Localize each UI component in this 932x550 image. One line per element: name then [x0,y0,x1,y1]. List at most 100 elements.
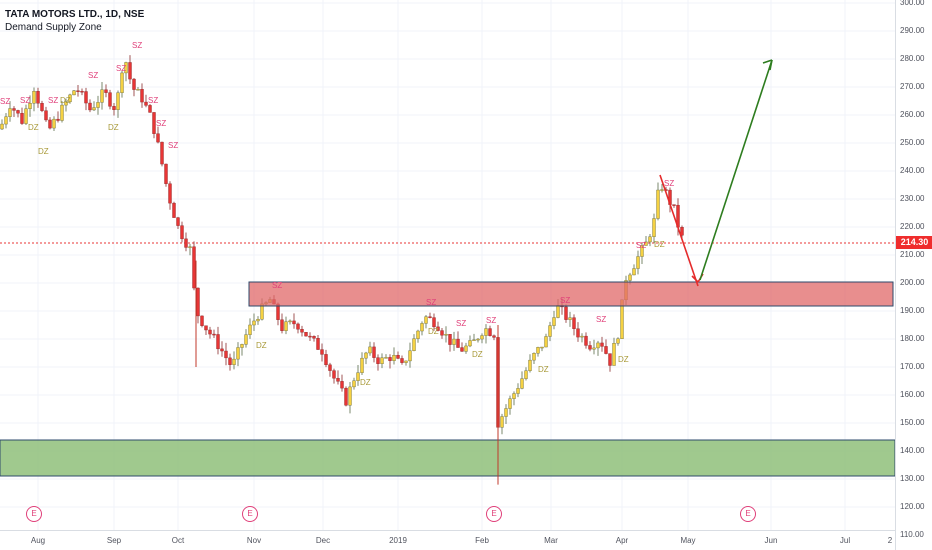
candle [32,91,36,104]
candle [56,118,60,121]
supply-zone-label: SZ [20,96,30,105]
candle [572,317,576,329]
candle [304,331,308,337]
price-tick: 230.00 [900,194,925,203]
candle [16,110,20,114]
candle [680,227,684,236]
candle [652,218,656,237]
candle [532,353,536,361]
candle [512,393,516,399]
time-tick: May [680,536,696,545]
indicator-name[interactable]: Demand Supply Zone [5,22,102,33]
candle [180,225,184,240]
candle [448,334,452,345]
candle [4,116,8,125]
candle [108,92,112,107]
candle [280,319,284,331]
price-tick: 120.00 [900,502,925,511]
candle [312,336,316,339]
candle [504,408,508,417]
supply-zone-label: SZ [48,96,58,105]
time-tick: Apr [615,536,629,545]
earnings-badge-icon[interactable]: E [740,506,756,522]
supply-zone-label: SZ [116,64,126,73]
supply-zone-label: SZ [272,281,282,290]
candle [472,339,476,341]
demand-zone-label: DZ [38,147,49,156]
candle [120,72,124,93]
candle [520,378,524,389]
candle [228,357,232,365]
candle [104,89,108,93]
candle [288,320,292,323]
candle [80,90,84,93]
supply-zone-label: SZ [456,319,466,328]
candle [488,328,492,336]
price-axis[interactable]: 300.00 290.00 280.00 270.00 260.00 250.00 240.… [895,0,932,550]
candle [348,386,352,406]
candle [540,346,544,349]
candle [376,357,380,364]
time-tick: Dec [315,536,331,545]
candle [232,358,236,365]
earnings-badge-icon[interactable]: E [26,506,42,522]
demand-zone-label: DZ [428,327,439,336]
candle [196,287,200,317]
candle [396,354,400,359]
candle [160,141,164,165]
projection-down-line [659,174,699,287]
candle [548,325,552,337]
candle [52,118,56,129]
candle [132,78,136,90]
earnings-badge-icon[interactable]: E [242,506,258,522]
candle [364,352,368,359]
price-tick: 160.00 [900,390,925,399]
candle [192,246,196,289]
candle [44,110,48,121]
demand-zone-label: DZ [108,123,119,132]
time-tick: Feb [475,536,489,545]
candle [468,340,472,347]
price-tick: 300.00 [900,0,925,7]
time-tick: Mar [544,536,558,545]
candle [296,323,300,330]
candle [436,326,440,331]
candle [144,101,148,106]
candle [596,342,600,349]
candle [672,204,676,206]
candle [124,62,128,74]
candle [48,119,52,129]
candle [388,357,392,361]
candle [128,62,132,80]
time-axis[interactable]: Aug Sep Oct Nov Dec 2019 Feb Mar Apr May Jun Jul 2 [0,530,895,550]
candle [328,364,332,371]
candle [564,306,568,320]
demand-zone-label: DZ [360,378,371,387]
candle [72,90,76,96]
time-tick: Aug [30,536,46,545]
time-tick: Jul [839,536,851,545]
price-tick: 210.00 [900,250,925,259]
projection-down-arrowhead [691,275,699,283]
time-tick: Jun [764,536,778,545]
candle [604,346,608,354]
price-tick: 140.00 [900,446,925,455]
candle [140,89,144,103]
candle [556,305,560,318]
price-tick: 180.00 [900,334,925,343]
candle [352,380,356,388]
candle [360,357,364,373]
price-tick: 220.00 [900,222,925,231]
candle [308,335,312,338]
supply-zone-label: SZ [486,316,496,325]
candle [636,256,640,269]
demand-zone-label: DZ [654,240,665,249]
earnings-badge-icon[interactable]: E [486,506,502,522]
candle [36,91,40,104]
candle [476,338,480,341]
supply-zone-label: SZ [636,241,646,250]
symbol-title[interactable]: TATA MOTORS LTD., 1D, NSE [5,9,145,20]
demand-zone-label: DZ [472,350,483,359]
candle [608,353,612,366]
